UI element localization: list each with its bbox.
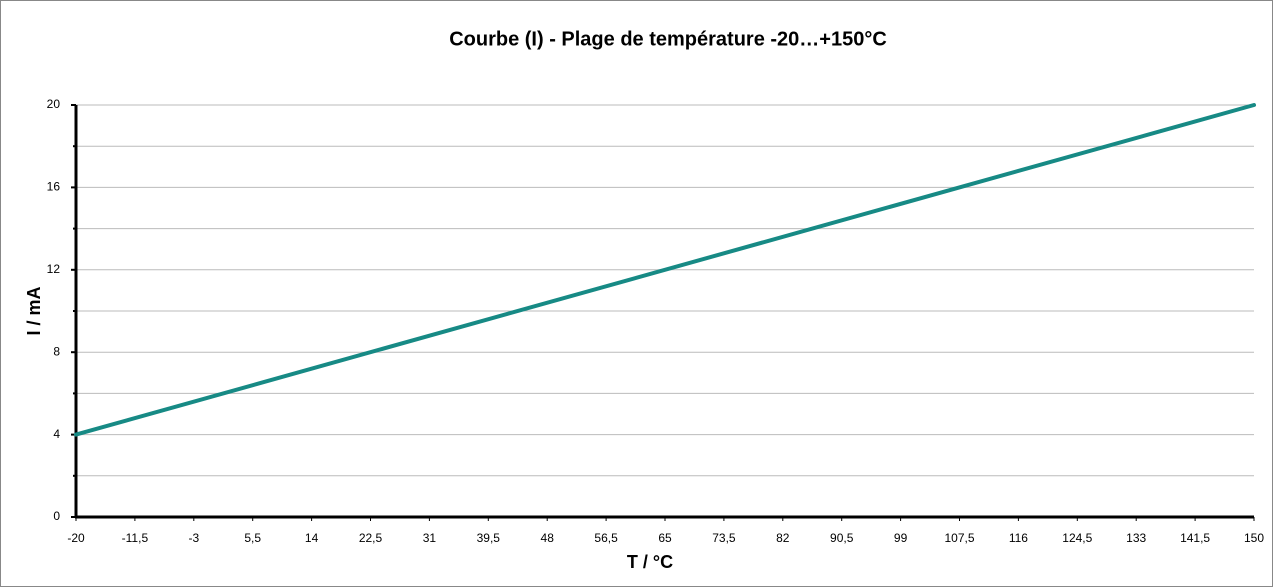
x-tick-label: 99 <box>894 531 908 545</box>
y-tick-label: 20 <box>47 97 61 111</box>
x-tick-label: 65 <box>658 531 672 545</box>
x-tick-label: 5,5 <box>244 531 261 545</box>
data-line <box>74 103 1256 437</box>
chart-title: Courbe (I) - Plage de température -20…+1… <box>449 28 887 50</box>
x-tick-label: -20 <box>67 531 85 545</box>
x-tick-label: 107,5 <box>944 531 974 545</box>
x-tick-label: 39,5 <box>477 531 501 545</box>
x-tick-label: 124,5 <box>1062 531 1092 545</box>
x-tick-label: 150 <box>1244 531 1264 545</box>
x-tick-label: -3 <box>188 531 199 545</box>
x-tick-label: 22,5 <box>359 531 383 545</box>
x-tick-label: 82 <box>776 531 790 545</box>
x-tick-label: 73,5 <box>712 531 736 545</box>
x-axis-title: T / °C <box>627 552 673 572</box>
x-tick-label: 133 <box>1126 531 1146 545</box>
y-tick-label: 16 <box>47 180 61 194</box>
x-tick-label: 141,5 <box>1180 531 1210 545</box>
x-tick-label: 48 <box>541 531 555 545</box>
x-tick-label: 56,5 <box>594 531 618 545</box>
y-axis-title: I / mA <box>24 286 44 335</box>
y-tick-label: 12 <box>47 262 61 276</box>
x-tick-label: 14 <box>305 531 319 545</box>
y-tick-label: 0 <box>53 509 60 523</box>
x-tick-label: 31 <box>423 531 437 545</box>
x-tick-label: -11,5 <box>122 531 149 545</box>
y-tick-label: 4 <box>53 427 60 441</box>
x-tick-label: 116 <box>1009 531 1028 545</box>
x-tick-label: 90,5 <box>830 531 854 545</box>
y-tick-label: 8 <box>53 344 60 358</box>
